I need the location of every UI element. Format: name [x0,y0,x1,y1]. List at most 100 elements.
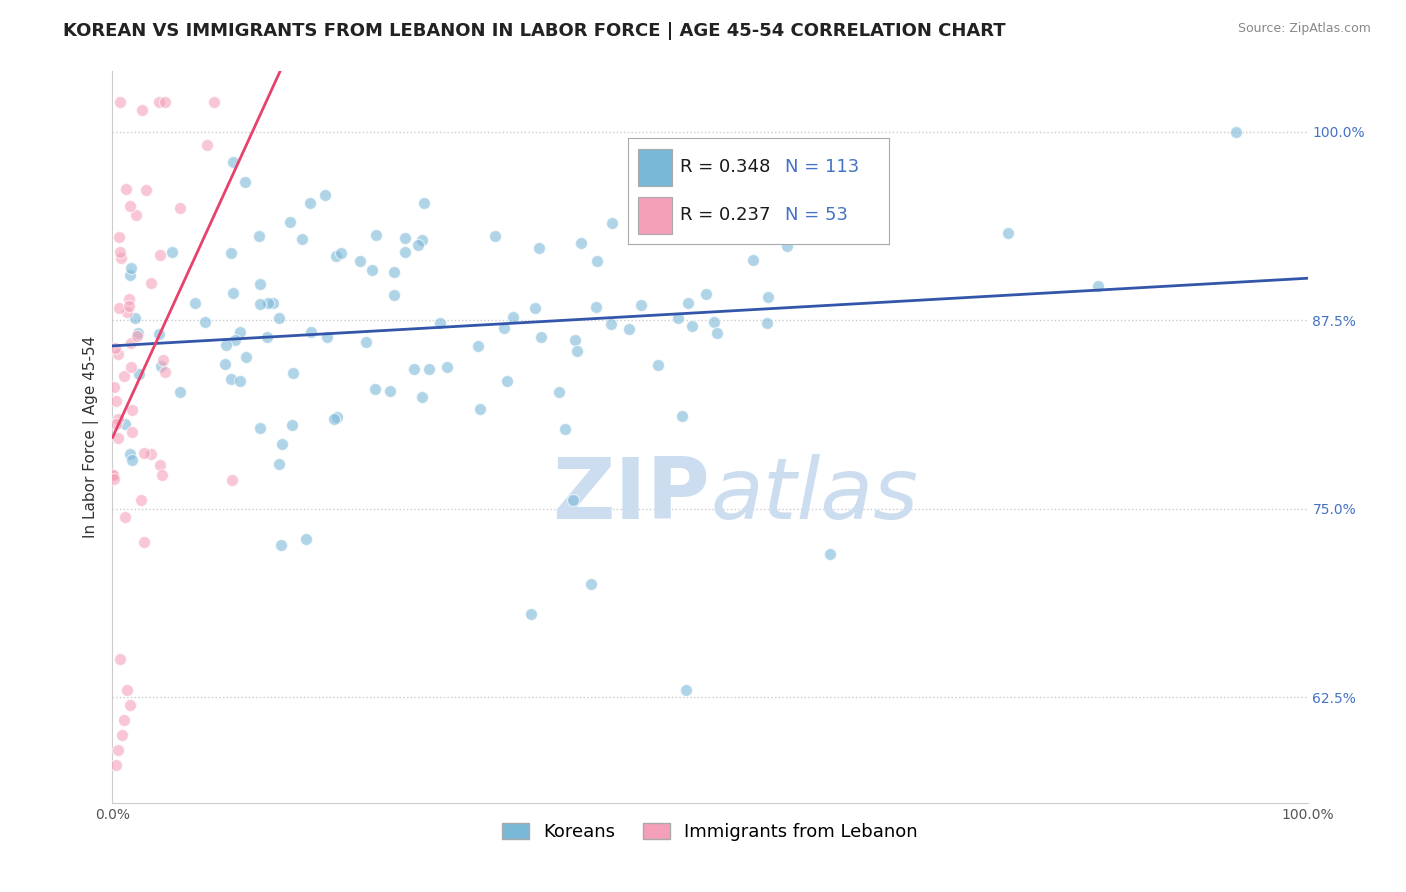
Text: atlas: atlas [710,454,918,537]
Point [121,425,143,439]
Point [411,391,433,405]
Point [496,374,519,388]
Point [215,338,238,352]
Point [561,492,583,507]
Point [323,411,346,425]
Point [706,326,728,341]
Point [494,320,516,334]
Point [131,492,153,507]
Point [281,367,304,381]
Point [214,357,236,371]
Point [756,290,779,304]
Point [110,652,132,666]
Point [569,235,592,250]
Point [468,401,491,416]
Point [270,538,292,552]
Text: ZIP: ZIP [553,454,710,537]
Point [256,295,278,310]
Point [233,175,256,189]
Point [675,682,697,697]
Point [418,362,440,376]
Point [149,359,172,373]
Point [256,330,278,344]
Bar [638,196,672,234]
Point [523,301,546,315]
Point [114,713,135,727]
Point [134,535,156,549]
Point [671,409,693,423]
Point [299,195,322,210]
Text: Source: ZipAtlas.com: Source: ZipAtlas.com [1237,22,1371,36]
Point [776,239,799,253]
Point [104,417,127,431]
Point [125,208,148,222]
Point [356,334,378,349]
Point [169,385,191,400]
Point [249,297,271,311]
Point [666,311,689,326]
Point [756,316,779,330]
Point [235,350,257,364]
Point [120,360,142,375]
Point [221,155,243,169]
Point [120,446,142,460]
Point [221,473,243,487]
Point [703,176,725,190]
Point [111,728,134,742]
Legend: Koreans, Immigrants from Lebanon: Koreans, Immigrants from Lebanon [495,816,925,848]
Point [634,230,657,244]
Point [484,229,506,244]
Point [585,300,607,314]
Point [585,253,607,268]
Point [676,295,699,310]
Point [115,682,138,697]
Point [314,187,336,202]
Point [295,532,318,546]
Point [112,368,135,383]
Point [554,422,576,436]
Point [195,138,218,153]
Point [120,698,142,712]
Point [247,229,270,244]
Point [326,410,349,425]
Text: R = 0.237: R = 0.237 [681,206,770,224]
Point [530,330,553,344]
Point [121,453,143,467]
Point [108,245,131,260]
Point [108,301,131,315]
Point [153,365,176,379]
Point [148,95,170,109]
Text: KOREAN VS IMMIGRANTS FROM LEBANON IN LABOR FORCE | AGE 45-54 CORRELATION CHART: KOREAN VS IMMIGRANTS FROM LEBANON IN LAB… [63,22,1005,40]
Point [131,103,153,117]
Point [135,183,157,197]
Point [103,472,125,486]
Point [600,216,623,230]
Point [120,198,142,212]
Point [796,222,818,236]
Point [502,310,524,325]
Point [997,227,1019,241]
Point [325,249,347,263]
Point [128,367,150,381]
Point [132,446,155,460]
Point [149,458,172,473]
Point [600,317,623,331]
Point [364,382,387,396]
Point [121,402,143,417]
Point [125,329,148,343]
Point [104,342,127,356]
Point [269,457,291,471]
Point [1087,278,1109,293]
Point [103,380,125,394]
Point [224,333,246,347]
Point [107,412,129,426]
Point [291,232,314,246]
Point [204,95,226,109]
Point [184,296,207,310]
Point [467,339,489,353]
Point [262,296,284,310]
Point [104,393,127,408]
Point [114,417,136,431]
Point [378,384,401,399]
Point [249,277,271,291]
